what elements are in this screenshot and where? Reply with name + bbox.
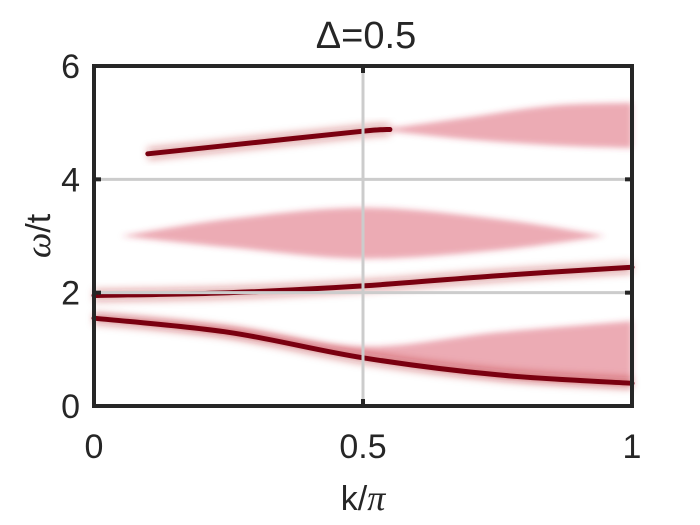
grid-layer	[94, 66, 632, 406]
x-tick-label: 0	[85, 428, 104, 466]
y-axis-label-symbol: ω	[18, 233, 58, 258]
tick-layer	[92, 64, 634, 408]
chart-title: Δ=0.5	[316, 15, 416, 57]
y-tick-label: 4	[61, 161, 80, 199]
continuum-high-continuum	[389, 102, 632, 149]
band-upper	[145, 127, 393, 157]
x-tick-label: 1	[623, 428, 642, 466]
plot-area	[91, 64, 635, 408]
x-tick-label: 0.5	[339, 428, 386, 466]
y-tick-labels: 0 2 4 6	[61, 48, 80, 426]
x-tick-labels: 0 0.5 1	[85, 428, 642, 466]
y-tick-label: 2	[61, 275, 80, 313]
y-axis-label-main: /t	[20, 213, 58, 232]
y-axis-label: ω/t	[18, 213, 58, 258]
y-tick-label: 6	[61, 48, 80, 86]
x-axis-label-main: k/	[341, 480, 368, 518]
y-tick-label: 0	[61, 388, 80, 426]
x-axis-label: k/π	[341, 478, 386, 518]
x-axis-label-symbol: π	[367, 478, 386, 518]
